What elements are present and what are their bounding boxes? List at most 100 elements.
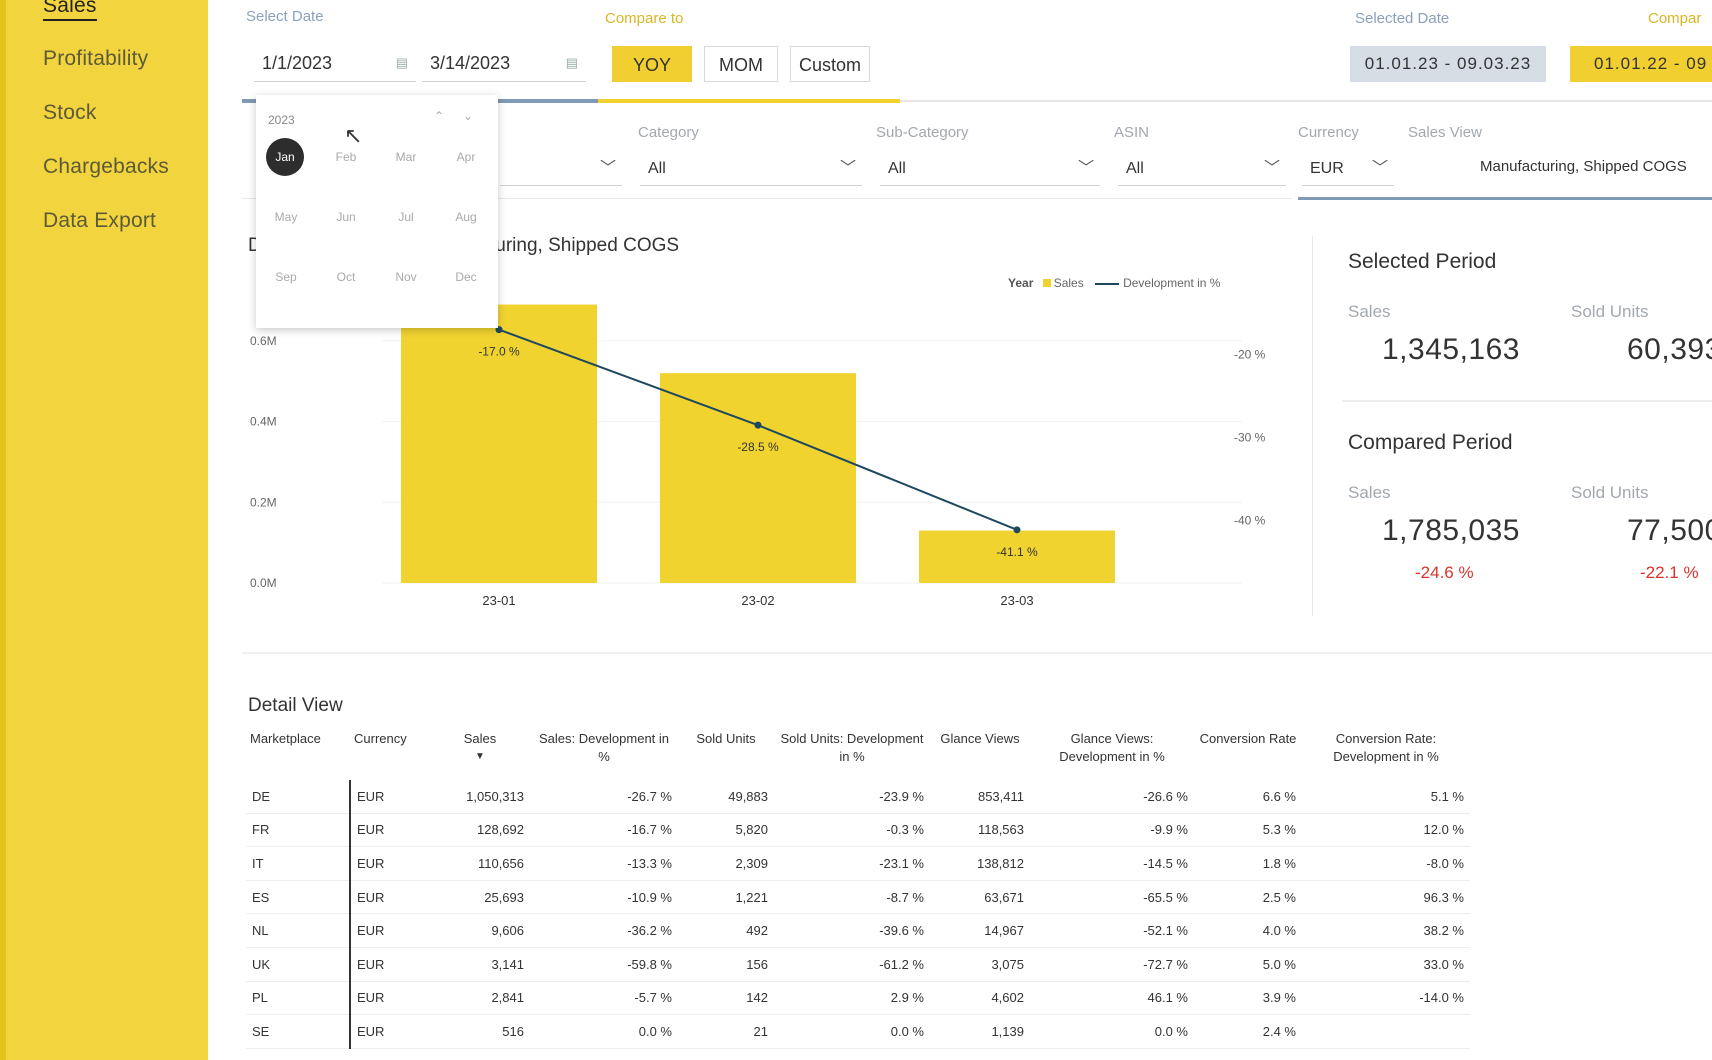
x-tick-label: 23-01 [482, 593, 515, 608]
chart-kpi-divider [1312, 236, 1313, 616]
legend-label-development: Development in % [1123, 276, 1221, 290]
compared-sales-value: 1,785,035 [1382, 514, 1520, 547]
table-row[interactable]: DE EUR 1,050,313 -26.7 % 49,883 -23.9 % 853,41… [246, 780, 1470, 814]
table-cell: 33.0 % [1302, 947, 1470, 982]
table-cell: 118,563 [930, 813, 1030, 848]
marketplace-dropdown[interactable]: ﹀ [500, 152, 622, 186]
sidebar-item-data-export[interactable]: Data Export [43, 209, 157, 232]
table-row[interactable]: PL EUR 2,841 -5.7 % 142 2.9 % 4,602 46.1 % 3.9 %… [246, 981, 1470, 1016]
table-cell: -0.3 % [774, 813, 930, 848]
column-header[interactable]: Sales: Development in % [538, 731, 670, 764]
column-header[interactable]: Conversion Rate [1199, 731, 1297, 746]
table-cell: 2,841 [430, 981, 530, 1016]
column-header[interactable]: Currency [354, 731, 407, 746]
selected-sales-label: Sales [1348, 302, 1391, 321]
y2-tick-label: -30 % [1234, 431, 1266, 445]
table-cell: 12.0 % [1302, 813, 1470, 848]
currency-label: Currency [1298, 124, 1359, 141]
yoy-button[interactable]: YOY [612, 46, 692, 82]
calendar-month-nov[interactable]: Nov [395, 270, 417, 284]
calendar-month-may[interactable]: May [274, 210, 298, 224]
column-header[interactable]: Conversion Rate: Development in % [1333, 731, 1439, 764]
start-date-value: 1/1/2023 [262, 53, 333, 73]
table-cell: -14.0 % [1302, 981, 1470, 1016]
table-cell: -14.5 % [1030, 846, 1194, 881]
calendar-month-mar[interactable]: Mar [395, 150, 417, 164]
end-date-value: 3/14/2023 [430, 53, 511, 73]
development-point [754, 421, 762, 429]
table-cell: -52.1 % [1030, 913, 1194, 948]
column-header[interactable]: Sales ▼ [430, 730, 530, 780]
calendar-month-sep[interactable]: Sep [275, 270, 297, 284]
table-cell: FR [246, 813, 350, 848]
table-row[interactable]: ES EUR 25,693 -10.9 % 1,221 -8.7 % 63,671 -65.5… [246, 880, 1470, 915]
table-cell: 4.0 % [1194, 913, 1302, 948]
calendar-month-feb[interactable]: Feb [335, 150, 357, 164]
column-header[interactable]: Marketplace [250, 731, 321, 746]
table-cell: -72.7 % [1030, 947, 1194, 982]
table-cell: -10.9 % [530, 880, 678, 915]
table-row[interactable]: FR EUR 128,692 -16.7 % 5,820 -0.3 % 118,563 -9.… [246, 813, 1470, 848]
currency-value: EUR [1310, 160, 1344, 177]
calendar-month-aug[interactable]: Aug [455, 210, 477, 224]
calendar-prev-icon[interactable]: ⌃ [434, 109, 445, 123]
table-cell: -8.7 % [774, 880, 930, 915]
date-picker-popup[interactable]: 2023 ⌃ ⌄ Jan Feb Mar Apr May Jun Jul Aug Sep Oct N… [256, 95, 498, 328]
calendar-month-jan[interactable]: Jan [266, 138, 304, 176]
column-header[interactable]: Sold Units [696, 731, 756, 746]
sidebar-item-chargebacks[interactable]: Chargebacks [43, 155, 169, 178]
table-cell: 2.9 % [774, 981, 930, 1016]
y-tick-label: 0.4M [250, 415, 277, 429]
calendar-year: 2023 [268, 113, 295, 127]
calendar-icon[interactable]: ▤ [395, 55, 408, 70]
sidebar-item-stock[interactable]: Stock [43, 101, 97, 124]
table-cell: 0.0 % [774, 1014, 930, 1049]
table-cell: 63,671 [930, 880, 1030, 915]
mom-button[interactable]: MOM [704, 46, 778, 82]
table-cell: 25,693 [430, 880, 530, 915]
sort-descending-icon[interactable]: ▼ [475, 751, 485, 762]
calendar-month-oct[interactable]: Oct [336, 270, 356, 284]
sales-view-value[interactable]: Manufacturing, Shipped COGS [1480, 158, 1687, 175]
calendar-month-jul[interactable]: Jul [398, 210, 414, 224]
detail-view-title: Detail View [248, 695, 343, 716]
end-date-input[interactable]: 3/14/2023 ▤ [422, 44, 586, 82]
currency-dropdown[interactable]: EUR ﹀ [1302, 152, 1394, 186]
y-tick-label: 0.6M [250, 334, 277, 348]
table-row[interactable]: NL EUR 9,606 -36.2 % 492 -39.6 % 14,967 -52.1 %… [246, 913, 1470, 948]
column-header[interactable]: Sold Units: Development in % [780, 731, 924, 764]
table-cell: 1,050,313 [430, 780, 530, 814]
custom-button[interactable]: Custom [790, 46, 870, 82]
category-dropdown[interactable]: All ﹀ [640, 152, 862, 186]
table-cell: 5,820 [678, 813, 774, 848]
table-cell: 49,883 [678, 780, 774, 814]
calendar-month-apr[interactable]: Apr [456, 150, 476, 164]
sidebar: Sales Profitability Stock Chargebacks Da… [0, 0, 208, 1060]
start-date-input[interactable]: 1/1/2023 ▤ [254, 44, 416, 82]
table-cell: 516 [430, 1014, 530, 1049]
table-cell: EUR [349, 1014, 430, 1049]
table-row[interactable]: SE EUR 516 0.0 % 21 0.0 % 1,139 0.0 % 2.4 % [246, 1014, 1470, 1049]
legend-title: Year [1008, 276, 1034, 290]
column-header[interactable]: Glance Views [940, 731, 1020, 746]
asin-value: All [1126, 160, 1144, 177]
sidebar-item-sales[interactable]: Sales [43, 0, 97, 21]
column-header[interactable]: Glance Views: Development in % [1059, 731, 1165, 764]
table-cell: DE [246, 780, 350, 814]
category-label: Category [638, 124, 699, 141]
table-row[interactable]: UK EUR 3,141 -59.8 % 156 -61.2 % 3,075 -72.7 % 5… [246, 947, 1470, 982]
calendar-next-icon[interactable]: ⌄ [463, 109, 474, 123]
sidebar-item-profitability[interactable]: Profitability [43, 47, 149, 70]
asin-dropdown[interactable]: All ﹀ [1118, 152, 1286, 186]
calendar-icon[interactable]: ▤ [565, 55, 578, 70]
calendar-month-jun[interactable]: Jun [336, 210, 356, 224]
table-header-row: Marketplace Currency Sales ▼ Sales: Developm… [246, 730, 1470, 780]
asin-label: ASIN [1114, 124, 1150, 141]
table-cell: EUR [349, 846, 430, 881]
subcategory-dropdown[interactable]: All ﹀ [880, 152, 1100, 186]
subcategory-value: All [888, 160, 906, 177]
table-row[interactable]: IT EUR 110,656 -13.3 % 2,309 -23.1 % 138,812 -1… [246, 846, 1470, 881]
table-cell: SE [246, 1014, 350, 1049]
calendar-month-dec[interactable]: Dec [455, 270, 477, 284]
table-cell: 5.0 % [1194, 947, 1302, 982]
